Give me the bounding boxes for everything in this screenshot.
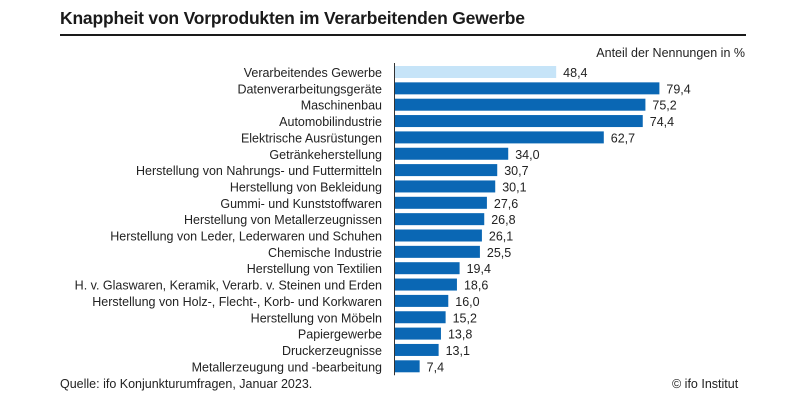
bar	[395, 327, 441, 340]
value-label: 62,7	[611, 131, 635, 145]
bar	[395, 278, 457, 291]
category-label: Herstellung von Möbeln	[251, 311, 382, 325]
bar	[395, 98, 646, 111]
category-label: Verarbeitendes Gewerbe	[244, 66, 382, 80]
source-note: Quelle: ifo Konjunkturumfragen, Januar 2…	[60, 377, 313, 391]
category-label: Papiergewerbe	[298, 328, 382, 342]
bar	[395, 82, 660, 95]
bar	[395, 196, 487, 209]
category-label: Herstellung von Nahrungs- und Futtermitt…	[136, 164, 382, 178]
bar	[395, 245, 480, 258]
category-label: Automobilindustrie	[279, 115, 382, 129]
value-label: 26,1	[489, 230, 513, 244]
category-label: Herstellung von Bekleidung	[230, 180, 382, 194]
value-label: 34,0	[515, 148, 539, 162]
category-label: Gummi- und Kunststoffwaren	[220, 197, 382, 211]
bar	[395, 115, 643, 128]
value-label: 13,8	[448, 328, 472, 342]
category-label: Herstellung von Textilien	[247, 262, 382, 276]
bar	[395, 343, 439, 356]
value-label: 15,2	[453, 311, 477, 325]
value-label: 26,8	[491, 213, 515, 227]
chart-title: Knappheit von Vorprodukten im Verarbeite…	[60, 8, 525, 28]
title-underline	[60, 34, 746, 36]
bar	[395, 360, 420, 373]
value-label: 16,0	[455, 295, 479, 309]
value-label: 19,4	[467, 262, 491, 276]
value-label: 13,1	[446, 344, 470, 358]
category-label: H. v. Glaswaren, Keramik, Verarb. v. Ste…	[75, 279, 382, 293]
bar	[395, 311, 446, 324]
value-label: 79,4	[666, 82, 690, 96]
bar	[395, 213, 485, 226]
value-label: 75,2	[652, 99, 676, 113]
bar	[395, 262, 460, 275]
value-label: 27,6	[494, 197, 518, 211]
bar	[395, 147, 509, 160]
category-label: Druckerzeugnisse	[282, 344, 382, 358]
value-label: 48,4	[563, 66, 587, 80]
category-label: Herstellung von Leder, Lederwaren und Sc…	[110, 230, 382, 244]
category-label: Herstellung von Holz-, Flecht-, Korb- un…	[92, 295, 382, 309]
bar	[395, 294, 449, 307]
value-label: 18,6	[464, 279, 488, 293]
value-label: 74,4	[650, 115, 674, 129]
bar	[395, 66, 557, 78]
bar	[395, 164, 498, 177]
value-label: 30,7	[504, 164, 528, 178]
bar	[395, 229, 482, 242]
value-label: 30,1	[502, 180, 526, 194]
value-label: 7,4	[427, 360, 444, 374]
bar	[395, 131, 604, 144]
category-label: Herstellung von Metallerzeugnissen	[184, 213, 382, 227]
bar	[395, 180, 496, 193]
value-label: 25,5	[487, 246, 511, 260]
category-label: Maschinenbau	[301, 99, 382, 113]
unit-label: Anteil der Nennungen in %	[596, 46, 745, 60]
category-label: Datenverarbeitungsgeräte	[237, 82, 382, 96]
category-label: Elektrische Ausrüstungen	[241, 131, 382, 145]
copyright-note: © ifo Institut	[672, 377, 739, 391]
category-label: Metallerzeugung und -bearbeitung	[192, 360, 382, 374]
category-label: Getränkeherstellung	[269, 148, 382, 162]
category-label: Chemische Industrie	[268, 246, 382, 260]
